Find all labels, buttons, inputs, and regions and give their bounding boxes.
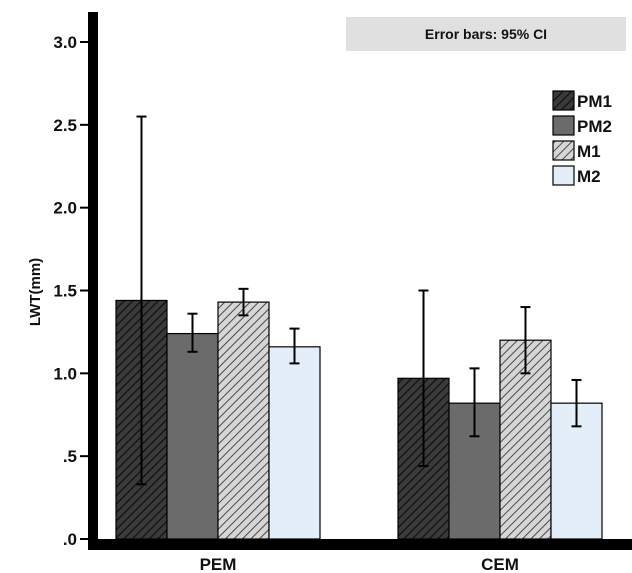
y-tick-label: 2.5	[53, 116, 77, 135]
legend-label-m1: M1	[577, 142, 601, 161]
legend-label-m2: M2	[577, 167, 601, 186]
y-tick-label: .0	[63, 530, 77, 549]
y-axis-ticks: .0 .5 1.0 1.5 2.0 2.5 3.0	[53, 33, 90, 549]
bar-pm2-pem	[166, 332, 219, 540]
note-background	[346, 17, 626, 51]
legend-label-pm1: PM1	[577, 92, 612, 111]
legend-swatch-pm1	[552, 90, 575, 111]
error-bar-note: Error bars: 95% CI	[346, 17, 626, 51]
x-axis-line	[88, 539, 632, 550]
bar-m1-pem	[217, 301, 270, 540]
legend: PM1 PM2 M1 M2	[552, 90, 612, 186]
legend-swatch-m1	[552, 140, 575, 161]
legend-label-pm2: PM2	[577, 117, 612, 136]
bar-m2-pem	[268, 346, 321, 540]
y-tick-label: 1.5	[53, 282, 77, 301]
legend-swatch-pm2	[552, 115, 575, 136]
note-text: Error bars: 95% CI	[425, 26, 547, 42]
x-category-label: CEM	[481, 555, 519, 573]
x-axis-categories: PEM CEM	[200, 555, 519, 573]
y-axis-label: LWT(mm)	[27, 258, 44, 326]
y-axis-line	[88, 12, 98, 550]
y-tick-label: 1.0	[53, 364, 77, 383]
bars	[115, 299, 603, 540]
y-tick-label: 3.0	[53, 33, 77, 52]
y-tick-label: 2.0	[53, 199, 77, 218]
x-category-label: PEM	[200, 555, 237, 573]
y-tick-label: .5	[63, 447, 77, 466]
error-bars	[136, 115, 582, 486]
legend-swatch-m2	[552, 165, 575, 186]
